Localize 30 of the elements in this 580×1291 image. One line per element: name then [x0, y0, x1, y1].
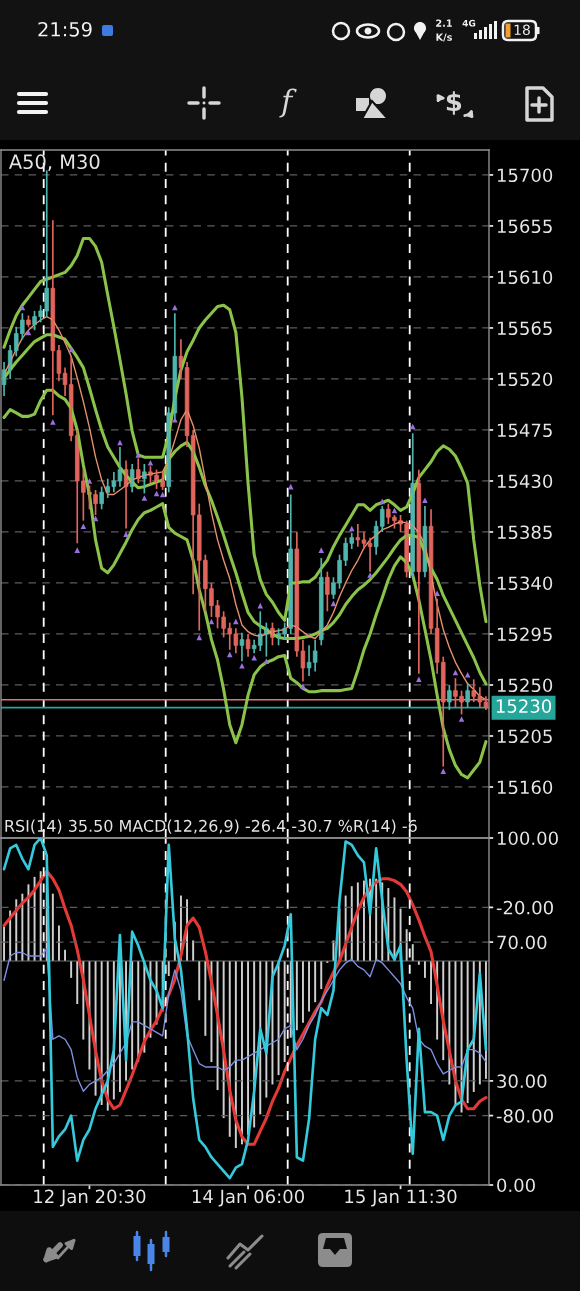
y2-tick-label: -80.00: [496, 1109, 553, 1123]
x-tick-label: 14 Jan 06:00: [192, 1189, 305, 1207]
ref-line-label: 15230: [496, 699, 552, 713]
y-tick-label: 0.00: [497, 1178, 535, 1193]
chart-title: RSI(14) 35.50 MACD(12,26,9) -26.4 -30.7 %R(14) -6: [5, 819, 417, 834]
y-tick-label: 15340: [497, 576, 553, 591]
text: 21:59: [38, 21, 92, 37]
y-tick-label: 100.00: [497, 831, 558, 846]
y-tick-label: 15205: [497, 729, 552, 744]
y-tick-label: 15385: [497, 525, 552, 540]
text: 4G: [462, 19, 476, 27]
y-tick-label: 15475: [497, 423, 552, 438]
y-tick-label: 15520: [497, 372, 553, 387]
text: 2.1: [436, 19, 452, 27]
y-tick-label: 15565: [497, 321, 552, 336]
y-tick-label: 15160: [497, 780, 553, 795]
y-tick-label: 15295: [497, 627, 552, 642]
text: 18: [514, 24, 530, 36]
y-tick-label: 15430: [497, 474, 553, 489]
y-tick-label: 15250: [497, 678, 553, 693]
y-tick-label: 15610: [497, 270, 553, 285]
text: K/s: [436, 33, 452, 42]
y-tick-label: 15700: [497, 168, 553, 183]
y-tick-label: 15655: [497, 219, 552, 234]
y2-tick-label: -20.00: [496, 900, 553, 915]
y-tick-label: 70.00: [497, 935, 547, 950]
x-tick-label: 12 Jan 20:30: [34, 1189, 146, 1207]
y-tick-label: 30.00: [497, 1074, 547, 1089]
chart-title: A50, M30: [8, 154, 100, 172]
x-tick-label: 15 Jan 11:30: [345, 1189, 457, 1207]
